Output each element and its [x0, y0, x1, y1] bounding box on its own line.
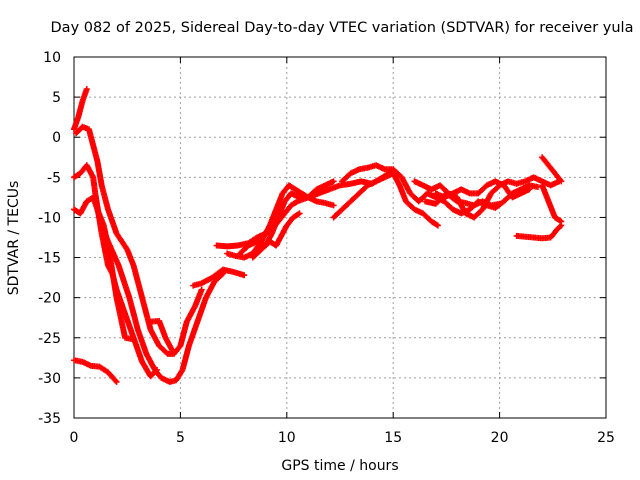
series-arc-10 [224, 178, 337, 261]
data-point [113, 378, 120, 385]
x-axis-label: GPS time / hours [281, 458, 398, 474]
series-arc-13 [330, 170, 441, 229]
series-arc-17 [422, 190, 503, 209]
y-tick-label: 10 [43, 50, 61, 66]
series-arc-8 [190, 266, 248, 289]
x-tick-label: 15 [384, 430, 402, 446]
x-tick-label: 5 [176, 430, 185, 446]
series-arc-12 [249, 210, 303, 261]
data-point [168, 346, 175, 353]
y-tick-label: -30 [38, 371, 61, 387]
data-series [71, 86, 565, 385]
data-point [198, 286, 205, 293]
y-tick-label: -35 [38, 411, 61, 427]
data-point [83, 86, 90, 93]
plot-frame [73, 56, 607, 419]
plot-border [73, 56, 607, 419]
data-point [526, 186, 533, 193]
y-tick-label: -15 [38, 251, 61, 267]
data-point [241, 272, 248, 279]
series-arc-5 [71, 357, 120, 385]
y-tick-label: -5 [47, 170, 61, 186]
series-arc-19 [539, 182, 565, 225]
y-tick-label: -10 [38, 210, 61, 226]
series-arc-1 [71, 86, 90, 133]
series-arc-15 [411, 174, 563, 221]
data-point [496, 200, 503, 207]
series-arc-14 [339, 162, 541, 217]
x-tick-label: 10 [278, 430, 296, 446]
y-tick-label: 5 [52, 90, 61, 106]
series-arc-20 [513, 222, 565, 242]
data-point [558, 222, 565, 229]
series-arc-18 [539, 154, 565, 185]
y-axis: -35 -30 -25 -20 -15 -10 -5 0 5 10 [38, 50, 606, 427]
data-point [130, 336, 137, 343]
chart-title: Day 082 of 2025, Sidereal Day-to-day VTE… [51, 20, 634, 36]
y-tick-label: -20 [38, 291, 61, 307]
series-arc-11 [236, 190, 337, 257]
series-arc-2 [73, 123, 205, 357]
grid [74, 57, 606, 418]
data-point [434, 222, 441, 229]
x-tick-label: 0 [70, 430, 79, 446]
x-tick-label: 20 [491, 430, 509, 446]
data-point [558, 178, 565, 185]
x-tick-label: 25 [597, 430, 615, 446]
data-point [296, 210, 303, 217]
data-point [330, 178, 337, 185]
y-tick-label: 0 [52, 130, 61, 146]
series-arc-6 [94, 206, 226, 385]
series-arc-16 [432, 178, 533, 201]
data-point [330, 202, 337, 209]
y-axis-label: SDTVAR / TECUs [6, 181, 22, 296]
series-arc-7 [147, 317, 175, 353]
x-axis: 0 5 10 15 20 25 [70, 57, 615, 446]
y-tick-label: -25 [38, 331, 61, 347]
